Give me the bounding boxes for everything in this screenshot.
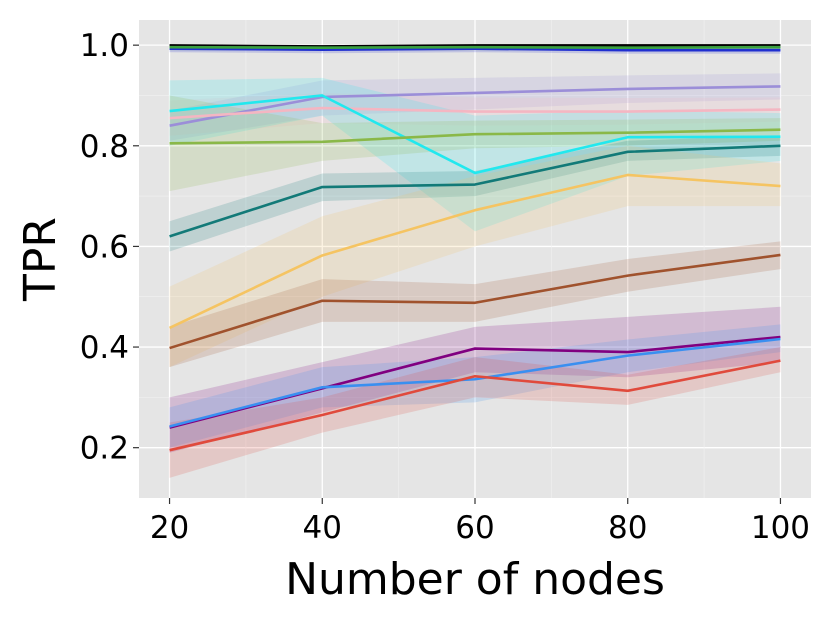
y-tick-label: 0.6: [80, 229, 129, 265]
x-tick-label: 100: [751, 510, 810, 546]
y-tick-label: 1.0: [80, 28, 129, 64]
series-12-band: [169, 347, 781, 478]
y-tick-label: 0.4: [80, 330, 129, 366]
series-9-band: [169, 241, 781, 368]
series-10-band: [169, 306, 781, 453]
x-axis-title: Number of nodes: [285, 554, 665, 605]
y-tick-label: 0.8: [80, 129, 129, 165]
series-9-line: [169, 253, 781, 350]
y-tick-labels: 0.2 0.4 0.6 0.8 1.0: [80, 28, 139, 467]
series-6-line: [169, 128, 781, 145]
series-lines: [168, 44, 781, 452]
x-tick-label: 60: [455, 510, 494, 546]
series-4-line: [169, 106, 781, 120]
series-6-band: [169, 95, 781, 192]
x-tick-labels: 20 40 60 80 100: [150, 498, 810, 546]
x-tick-label: 80: [608, 510, 647, 546]
series-1-line: [169, 47, 781, 52]
series-11-line: [169, 337, 781, 428]
x-tick-label: 40: [303, 510, 342, 546]
y-axis-title: TPR: [15, 217, 66, 302]
series-7-band: [169, 135, 781, 252]
x-tick-label: 20: [150, 510, 189, 546]
y-tick-label: 0.2: [80, 431, 129, 467]
series-5-line: [169, 94, 781, 175]
series-5-band: [169, 77, 781, 232]
series-8-line: [168, 173, 781, 330]
series-2-line: [169, 45, 781, 49]
series-8-band: [169, 145, 781, 368]
series-4-band: [169, 92, 781, 136]
series-12-line: [169, 359, 781, 452]
series-3-line: [169, 85, 781, 127]
series-7-line: [169, 144, 781, 238]
